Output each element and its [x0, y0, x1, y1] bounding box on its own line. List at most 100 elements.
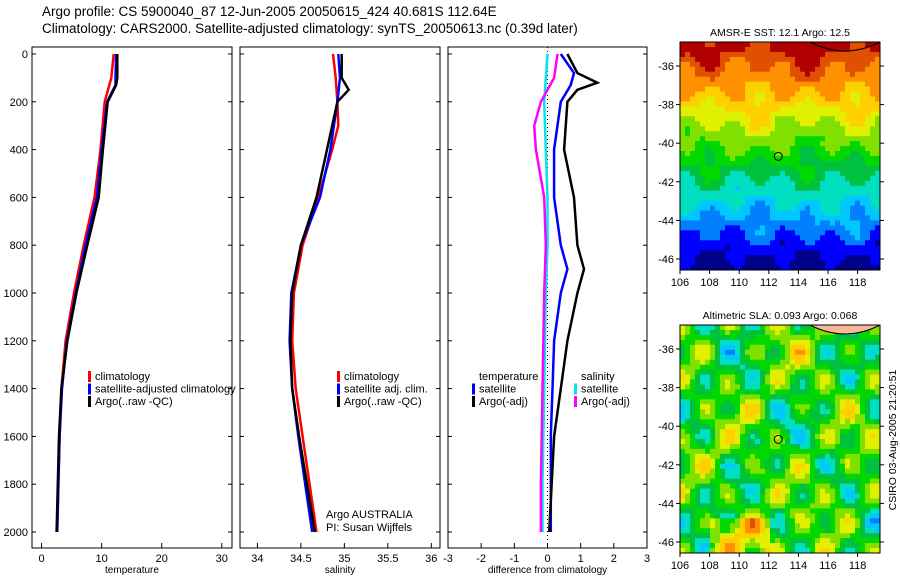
sst-map-cell — [785, 101, 791, 107]
temperature-xtick-label: 10 — [96, 553, 108, 565]
sla-map-cell — [740, 374, 746, 381]
sst-map-cell — [685, 205, 691, 212]
sla-map-cell — [790, 543, 796, 549]
difference-axes-box — [447, 46, 648, 549]
sst-map-cell — [690, 190, 696, 197]
sst-map-cell — [730, 131, 736, 137]
sst-map-cell — [810, 111, 816, 117]
sla-map-cell — [810, 543, 816, 549]
sla-map-cell — [705, 473, 711, 480]
sla-map-cell — [790, 488, 796, 495]
sst-map-cell — [730, 116, 736, 122]
sla-map-cell — [760, 444, 766, 450]
sla-map-cell — [700, 349, 706, 356]
sla-map-cell — [725, 364, 731, 371]
sst-map-cell — [760, 255, 766, 261]
sla-map-cell — [835, 488, 841, 495]
sla-map-cell — [835, 404, 841, 410]
sla-map-cell — [810, 439, 816, 445]
sla-map-cell — [815, 334, 821, 341]
sst-map-cell — [780, 250, 786, 256]
difference-series-salinity-argo-adj- — [532, 53, 559, 532]
sla-map-cell — [825, 453, 831, 460]
sla-map-cell — [735, 359, 741, 366]
sla-map-cell — [840, 359, 846, 366]
sst-map-cell — [715, 47, 721, 53]
sla-map-cell — [700, 359, 706, 366]
sst-map-cell — [775, 81, 781, 88]
sst-map-cell — [800, 66, 806, 73]
sla-map-cell — [685, 399, 691, 405]
sla-map-cell — [845, 518, 851, 524]
sla-map-cell — [730, 463, 736, 470]
sla-map-cell — [845, 488, 851, 495]
sst-map-cell — [815, 161, 821, 167]
sst-map-cell — [870, 156, 876, 162]
sla-map-cell — [835, 473, 841, 480]
sla-map-cell — [805, 463, 811, 470]
sla-map-cell — [780, 404, 786, 410]
sla-map-cell — [795, 523, 801, 529]
sst-map-cell — [835, 131, 841, 137]
sla-map-cell — [855, 543, 861, 549]
sla-map-cell — [700, 429, 706, 435]
sla-map-cell — [725, 528, 731, 534]
sst-map-cell — [770, 101, 776, 107]
sla-map-cell — [730, 473, 736, 480]
sst-map-cell — [735, 215, 741, 221]
sla-map-cell — [830, 339, 836, 346]
sst-map-cell — [820, 200, 826, 207]
sst-map-cell — [680, 61, 686, 68]
sst-map-cell — [735, 121, 741, 127]
sst-map-cell — [810, 56, 816, 63]
sst-map-cell — [855, 165, 861, 172]
sst-map-cell — [780, 156, 786, 162]
sst-map-cell — [685, 170, 691, 177]
sla-map-cell — [805, 523, 811, 529]
sla-map-cell — [750, 389, 756, 395]
sla-map-cell — [745, 364, 751, 371]
sla-map-cell — [720, 448, 726, 455]
sst-map-cell — [715, 111, 721, 117]
sst-map-cell — [705, 121, 711, 127]
sla-map-cell — [825, 369, 831, 376]
sla-map-cell — [765, 330, 771, 336]
sla-map-cell — [790, 448, 796, 455]
sst-map-cell — [805, 146, 811, 152]
sst-map-cell — [870, 230, 876, 236]
sst-map-cell — [680, 151, 686, 157]
sla-map-cell — [710, 354, 716, 361]
sla-map-cell — [735, 325, 741, 331]
sst-map-cell — [780, 200, 786, 207]
sla-map-cell — [725, 483, 731, 490]
sst-map-cell — [685, 175, 691, 182]
sst-map-cell — [850, 56, 856, 63]
sla-map-cell — [840, 354, 846, 361]
sst-map-cell — [815, 195, 821, 202]
sst-map-cell — [875, 151, 881, 157]
sst-map-cell — [795, 230, 801, 236]
sst-map-cell — [725, 146, 731, 152]
sst-map-cell — [760, 235, 766, 241]
sla-map-cell — [705, 528, 711, 534]
sla-map-cell — [865, 468, 871, 475]
sla-map-cell — [815, 339, 821, 346]
sla-map-cell — [770, 384, 776, 390]
sst-map-cell — [870, 235, 876, 241]
sst-map-cell — [695, 195, 701, 202]
sst-map-cell — [800, 141, 806, 147]
sla-map-cell — [695, 503, 701, 509]
sla-map-cell — [830, 493, 836, 499]
sst-map-cell — [810, 225, 816, 231]
sst-map-cell — [855, 200, 861, 207]
sst-map-cell — [845, 200, 851, 207]
sst-map-cell — [735, 220, 741, 226]
sla-map-cell — [790, 513, 796, 519]
sla-map-cell — [835, 498, 841, 504]
sst-map-cell — [740, 121, 746, 127]
sla-map-cell — [775, 543, 781, 549]
sst-map-cell — [700, 180, 706, 187]
sla-map-cell — [705, 478, 711, 485]
sst-map-cell — [700, 175, 706, 182]
